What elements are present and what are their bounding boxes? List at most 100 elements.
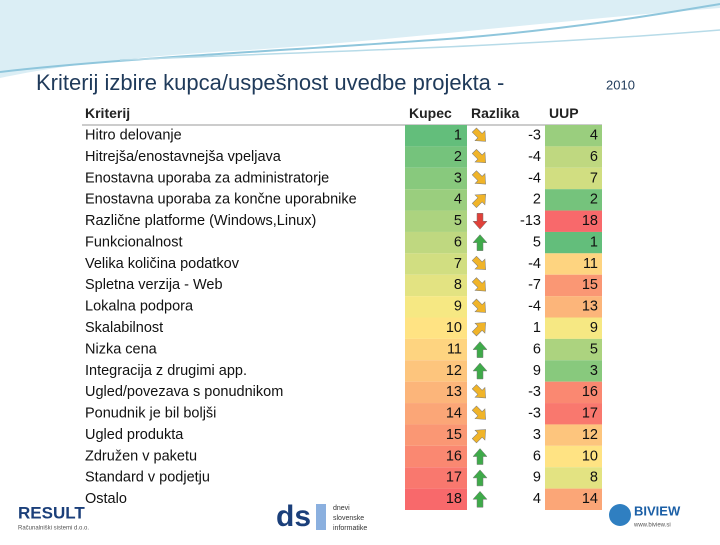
razlika-value: 9 xyxy=(533,470,541,486)
uup-cell xyxy=(545,488,602,510)
uup-value: 3 xyxy=(590,363,598,379)
razlika-value: -13 xyxy=(520,213,541,229)
kupec-cell xyxy=(405,338,467,361)
uup-cell xyxy=(545,403,602,425)
trend-arrow xyxy=(471,127,486,142)
slide-title: Kriterij izbire kupca/uspešnost uvedbe p… xyxy=(36,70,504,95)
razlika-value: -7 xyxy=(528,277,541,293)
criterion: Združen v paketu xyxy=(85,448,197,464)
kupec-value: 3 xyxy=(454,170,462,186)
uup-cell xyxy=(545,125,602,147)
razlika-value: 4 xyxy=(533,491,541,507)
uup-value: 7 xyxy=(590,170,598,186)
criterion: Standard v podjetju xyxy=(85,470,210,486)
criterion: Hitro delovanje xyxy=(85,128,182,144)
kupec-value: 18 xyxy=(446,491,462,507)
uup-cell xyxy=(545,424,602,446)
slide-year: 2010 xyxy=(606,77,635,92)
column-header: UUP xyxy=(549,105,579,121)
criterion: Enostavna uporaba za končne uporabnike xyxy=(85,192,357,208)
uup-value: 1 xyxy=(590,234,598,250)
trend-arrow xyxy=(471,384,486,399)
trend-arrow xyxy=(472,341,488,358)
trend-arrow xyxy=(471,322,486,337)
uup-value: 2 xyxy=(590,192,598,208)
uup-value: 15 xyxy=(582,277,598,293)
kupec-cell xyxy=(405,445,467,468)
trend-arrow xyxy=(471,298,486,313)
column-header: Razlika xyxy=(471,105,519,121)
criterion: Nizka cena xyxy=(85,341,158,357)
uup-value: 17 xyxy=(582,406,598,422)
razlika-value: 9 xyxy=(533,363,541,379)
trend-arrow xyxy=(471,429,486,444)
razlika-value: -4 xyxy=(528,299,541,315)
uup-cell xyxy=(545,467,602,489)
logo-biview-sub: www.biview.si xyxy=(633,523,671,529)
kupec-value: 5 xyxy=(454,213,462,229)
kupec-value: 4 xyxy=(454,192,462,208)
uup-value: 10 xyxy=(582,448,598,464)
uup-cell xyxy=(545,167,602,190)
trend-arrow xyxy=(472,448,488,465)
kupec-value: 17 xyxy=(446,470,462,486)
razlika-value: -3 xyxy=(528,406,541,422)
kupec-cell xyxy=(405,274,467,297)
kupec-cell xyxy=(405,189,467,211)
razlika-value: -3 xyxy=(528,384,541,400)
uup-value: 11 xyxy=(583,256,598,272)
razlika-value: -3 xyxy=(528,128,541,144)
criterion: Lokalna podpora xyxy=(85,299,194,315)
logo-result: RESULT xyxy=(18,503,85,522)
razlika-value: 1 xyxy=(533,320,541,336)
logo-result-sub: Računalniški sistemi d.o.o. xyxy=(18,526,89,532)
uup-cell xyxy=(545,231,602,254)
kupec-value: 11 xyxy=(447,341,462,357)
kupec-cell xyxy=(405,424,467,446)
razlika-value: -4 xyxy=(528,149,541,165)
uup-cell xyxy=(545,317,602,339)
uup-cell xyxy=(545,338,602,361)
uup-value: 14 xyxy=(582,491,598,507)
uup-value: 18 xyxy=(582,213,598,229)
logo-ds-sub: dnevi xyxy=(333,505,350,512)
kupec-cell xyxy=(405,167,467,190)
kupec-value: 7 xyxy=(454,256,462,272)
uup-cell xyxy=(545,274,602,297)
uup-cell xyxy=(545,360,602,382)
uup-value: 16 xyxy=(582,384,598,400)
trend-arrow xyxy=(472,213,488,230)
criterion: Integracija z drugimi app. xyxy=(85,363,247,379)
kupec-cell xyxy=(405,488,467,510)
table: Kriterij Kupec Razlika UUP Hitro delovanje 1 -… xyxy=(82,105,602,510)
header-swoosh xyxy=(119,29,720,61)
trend-arrow xyxy=(472,490,488,508)
uup-value: 12 xyxy=(582,427,598,443)
kupec-cell xyxy=(405,360,467,382)
uup-cell xyxy=(545,253,602,275)
criterion: Različne platforme (Windows,Linux) xyxy=(85,213,316,229)
logo-ds: ds xyxy=(276,500,311,533)
header-decoration xyxy=(0,0,720,78)
kupec-value: 2 xyxy=(454,149,462,165)
razlika-value: -4 xyxy=(528,170,541,186)
uup-value: 5 xyxy=(590,341,598,357)
kupec-cell xyxy=(405,146,467,168)
trend-arrow xyxy=(471,255,486,270)
kupec-value: 16 xyxy=(446,448,462,464)
kupec-value: 13 xyxy=(446,384,462,400)
kupec-cell xyxy=(405,296,467,318)
uup-cell xyxy=(545,189,602,211)
criterion: Ostalo xyxy=(85,491,127,507)
trend-arrow xyxy=(471,170,486,185)
kupec-cell xyxy=(405,231,467,254)
logo-biview: BIVIEW xyxy=(634,503,681,518)
trend-arrow xyxy=(471,277,486,292)
column-header: Kupec xyxy=(409,105,452,121)
logo-ds-sub: slovenske xyxy=(333,515,364,522)
trend-arrow xyxy=(472,362,488,380)
criterion: Velika količina podatkov xyxy=(85,256,240,272)
kupec-cell xyxy=(405,253,467,275)
uup-value: 9 xyxy=(590,320,598,336)
